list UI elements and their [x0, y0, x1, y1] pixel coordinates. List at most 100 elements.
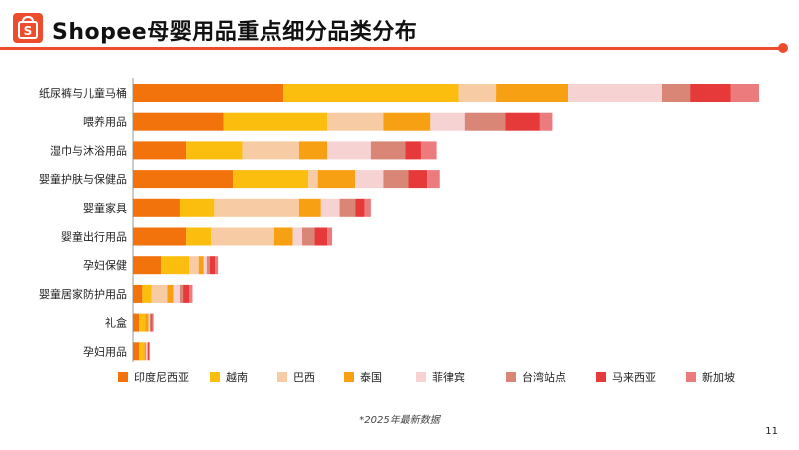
legend-label: 印度尼西亚: [134, 370, 189, 384]
bar-segment: [152, 313, 154, 332]
bar-segment: [568, 84, 662, 102]
legend-label: 马来西亚: [612, 371, 656, 384]
bar-segment: [314, 227, 328, 246]
bar-segment: [179, 284, 184, 303]
legend-swatch: [596, 372, 606, 382]
category-label: 纸尿裤与儿童马桶: [39, 86, 127, 100]
bar-segment: [320, 198, 340, 217]
shopping-bag-icon: S: [18, 15, 38, 39]
bar-segment: [211, 227, 274, 246]
bar-segment: [161, 256, 190, 275]
bar-segment: [144, 342, 147, 361]
bar-segment: [148, 313, 150, 332]
bar-segment: [133, 342, 140, 361]
bar-segment: [661, 84, 691, 102]
title-divider-dot: [778, 43, 788, 53]
bar-segment: [370, 141, 406, 160]
legend-swatch: [416, 372, 426, 382]
category-label: 孕妇用品: [83, 345, 127, 358]
legend-swatch: [118, 372, 128, 382]
bar-segment: [430, 112, 465, 131]
bar-segment: [364, 198, 371, 217]
bar-segment: [149, 342, 150, 361]
bar-segment: [133, 141, 187, 160]
bar-segment: [408, 170, 428, 189]
bar-segment: [242, 141, 299, 160]
bar-segment: [149, 313, 152, 332]
category-label: 孕妇保健: [83, 258, 127, 272]
stacked-bar-chart: 纸尿裤与儿童马桶喂养用品湿巾与沐浴用品婴童护肤与保健品婴童家具婴童出行用品孕妇保…: [39, 78, 759, 384]
bar-segment: [183, 284, 190, 303]
bar-segment: [151, 313, 153, 332]
legend-swatch: [210, 372, 220, 382]
category-label: 婴童出行用品: [61, 230, 127, 244]
legend-label: 台湾站点: [522, 370, 566, 384]
bar-segment: [383, 112, 431, 131]
bar-segment: [233, 170, 309, 189]
bar-segment: [458, 84, 497, 102]
bar-segment: [133, 284, 143, 303]
bar-segment: [539, 112, 553, 131]
bar-segment: [283, 84, 459, 102]
bar-segment: [496, 84, 569, 102]
bar-segment: [186, 141, 243, 160]
bar-segment: [148, 342, 150, 361]
page-title: Shopee母婴用品重点细分品类分布: [52, 20, 418, 45]
bar-segment: [147, 342, 149, 361]
shopee-logo: S: [13, 13, 43, 43]
category-label: 喂养用品: [83, 115, 127, 129]
legend-label: 泰国: [360, 370, 382, 384]
bar-segment: [292, 227, 303, 246]
bar-segment: [198, 256, 204, 275]
legend-label: 巴西: [293, 371, 315, 384]
legend-swatch: [277, 372, 287, 382]
bar-segment: [133, 112, 224, 131]
bar-segment: [133, 198, 180, 217]
category-label: 婴童家具: [83, 201, 127, 215]
bar-segment: [189, 284, 193, 303]
bar-segment: [173, 284, 180, 303]
bar-segment: [133, 170, 234, 189]
bar-segment: [308, 170, 318, 189]
bar-segment: [189, 256, 199, 275]
category-label: 礼盒: [105, 316, 127, 330]
legend-swatch: [506, 372, 516, 382]
bar-segment: [167, 284, 174, 303]
bar-segment: [133, 313, 140, 332]
bar-segment: [133, 227, 187, 246]
bar-segment: [690, 84, 731, 102]
bar-segment: [186, 227, 212, 246]
category-label: 湿巾与沐浴用品: [50, 143, 127, 157]
bar-segment: [302, 227, 315, 246]
bar-segment: [139, 342, 145, 361]
svg-text:S: S: [24, 24, 33, 38]
bar-segment: [327, 227, 333, 246]
bar-segment: [730, 84, 759, 102]
bar-segment: [464, 112, 506, 131]
category-label: 婴童居家防护用品: [39, 287, 127, 301]
bar-segment: [383, 170, 409, 189]
bar-segment: [273, 227, 293, 246]
bar-segment: [179, 198, 215, 217]
bar-segment: [317, 170, 356, 189]
bar-segment: [223, 112, 328, 131]
category-label: 婴童护肤与保健品: [39, 172, 127, 186]
bar-segment: [146, 342, 148, 361]
title-divider: [0, 47, 780, 50]
bar-segment: [427, 170, 440, 189]
bar-segment: [215, 256, 219, 275]
bar-segment: [203, 256, 207, 275]
legend-label: 新加坡: [702, 370, 735, 384]
bar-segment: [355, 170, 384, 189]
bar-segment: [133, 256, 162, 275]
legend-label: 越南: [226, 370, 248, 384]
bar-segment: [133, 84, 284, 102]
bar-segment: [355, 198, 365, 217]
legend-swatch: [344, 372, 354, 382]
bar-segment: [142, 284, 152, 303]
bar-segment: [339, 198, 356, 217]
bar-segment: [145, 313, 149, 332]
bar-segment: [327, 141, 371, 160]
bar-segment: [298, 198, 321, 217]
bar-segment: [420, 141, 437, 160]
